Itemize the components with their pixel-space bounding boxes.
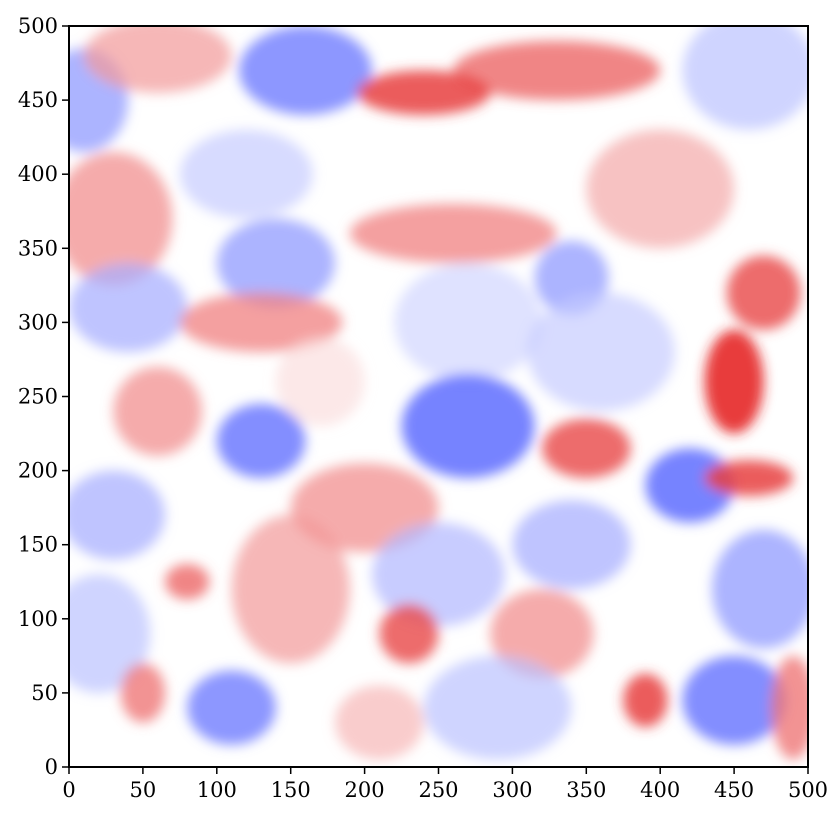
heatmap-cell-6 bbox=[69, 151, 173, 286]
field-layer bbox=[69, 26, 808, 760]
heatmap-cell-5 bbox=[682, 26, 808, 130]
y-tick-label: 350 bbox=[18, 236, 58, 260]
heatmap-cell-33 bbox=[69, 574, 151, 693]
heatmap-cell-1 bbox=[238, 26, 372, 115]
heatmap-cell-20 bbox=[401, 374, 535, 479]
heatmap-cell-28 bbox=[371, 522, 506, 627]
heatmap-cell-21 bbox=[541, 418, 631, 479]
x-tick-label: 0 bbox=[62, 778, 75, 802]
y-tick-label: 200 bbox=[18, 459, 58, 483]
heatmap-cell-27 bbox=[165, 563, 210, 600]
heatmap-cell-24 bbox=[69, 470, 166, 560]
heatmap-cell-40 bbox=[335, 685, 424, 760]
heatmap-cell-2 bbox=[453, 40, 661, 101]
heatmap-cell-11 bbox=[216, 218, 336, 308]
heatmap-cell-4 bbox=[83, 26, 232, 93]
heatmap-cell-26 bbox=[231, 515, 350, 664]
heatmap-cell-29 bbox=[512, 500, 631, 590]
x-tick-label: 250 bbox=[418, 778, 458, 802]
heatmap-cell-23 bbox=[704, 460, 794, 496]
heatmap-cell-14 bbox=[394, 263, 542, 382]
heatmap-cell-19 bbox=[216, 403, 306, 479]
heatmap-cell-38 bbox=[682, 655, 786, 745]
x-tick-label: 300 bbox=[492, 778, 532, 802]
plot-area bbox=[69, 26, 808, 767]
x-tick-label: 100 bbox=[197, 778, 237, 802]
field-features bbox=[69, 26, 808, 760]
heatmap-cell-35 bbox=[120, 663, 166, 723]
x-tick-label: 450 bbox=[714, 778, 754, 802]
heatmap-cell-36 bbox=[423, 655, 572, 760]
heatmap-cell-22 bbox=[645, 448, 735, 523]
heatmap-cell-18 bbox=[113, 366, 203, 456]
heatmap-cell-32 bbox=[490, 589, 594, 679]
heatmap-cell-39 bbox=[771, 655, 808, 760]
heatmap-cell-41 bbox=[275, 337, 365, 427]
y-tick-label: 400 bbox=[18, 162, 58, 186]
y-tick-label: 250 bbox=[18, 385, 58, 409]
heatmap-cell-31 bbox=[379, 603, 439, 664]
axes: 0 50 100 150 200 250 300 350 400 450 500 0 50 100 150 2… bbox=[18, 14, 828, 802]
heatmap-cell-15 bbox=[527, 292, 675, 412]
heatmap-cell-12 bbox=[69, 263, 188, 353]
heatmap-cell-17 bbox=[704, 329, 764, 434]
heatmap-cell-16 bbox=[726, 255, 801, 330]
heatmap-cell-7 bbox=[179, 129, 313, 219]
heatmap-cell-10 bbox=[586, 129, 735, 249]
heatmap-cell-37 bbox=[623, 673, 668, 727]
x-tick-label: 150 bbox=[271, 778, 311, 802]
heatmap-cell-25 bbox=[290, 463, 439, 553]
y-tick-label: 500 bbox=[18, 14, 58, 38]
heatmap-cell-8 bbox=[349, 203, 557, 264]
y-tick-label: 150 bbox=[18, 533, 58, 557]
heatmap-cell-30 bbox=[711, 529, 808, 649]
x-tick-label: 350 bbox=[566, 778, 606, 802]
x-tick-label: 400 bbox=[640, 778, 680, 802]
heatmap-cell-13 bbox=[179, 292, 343, 353]
x-tick-label: 500 bbox=[788, 778, 828, 802]
x-tick-label: 50 bbox=[130, 778, 157, 802]
heatmap-cell-3 bbox=[357, 70, 491, 115]
x-tick-label: 200 bbox=[345, 778, 385, 802]
heatmap-cell-34 bbox=[187, 670, 276, 745]
y-tick-label: 100 bbox=[18, 607, 58, 631]
y-tick-label: 0 bbox=[45, 755, 58, 779]
y-tick-label: 50 bbox=[31, 681, 58, 705]
y-tick-label: 300 bbox=[18, 310, 58, 334]
y-tick-label: 450 bbox=[18, 88, 58, 112]
